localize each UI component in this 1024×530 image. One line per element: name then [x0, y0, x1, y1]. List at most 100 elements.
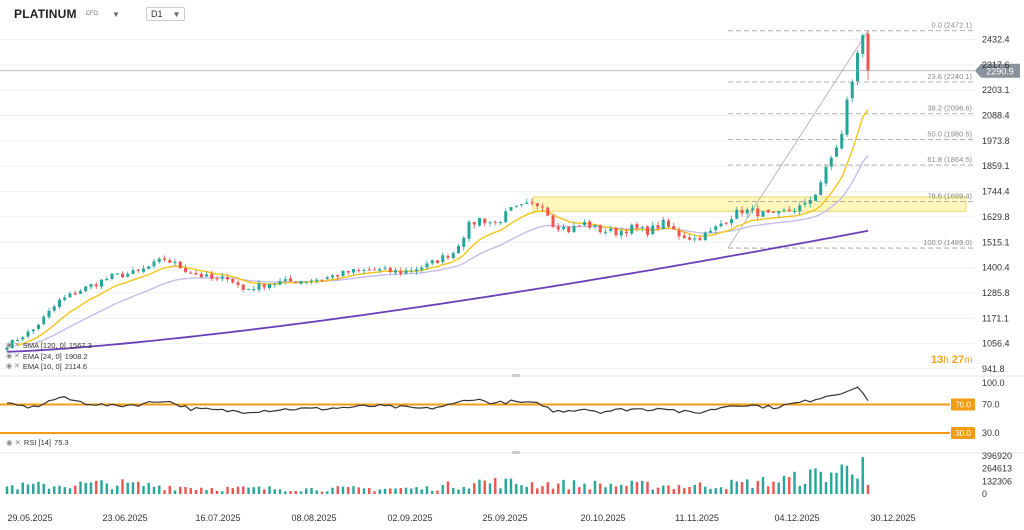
rsi-legend[interactable]: ◉ ✕ RSI [14] 75.3	[6, 438, 69, 447]
volume-bar	[425, 486, 429, 494]
y-tick-label: 1744.4	[982, 187, 1010, 197]
candle-body	[189, 272, 193, 274]
volume-bar	[630, 480, 633, 494]
candle-body	[625, 231, 628, 234]
candle-body	[850, 81, 854, 99]
candle-body	[320, 279, 324, 281]
candle-body	[446, 256, 450, 258]
x-tick-label: 02.09.2025	[387, 513, 432, 523]
candle-body	[16, 339, 19, 341]
volume-bar	[315, 490, 318, 494]
volume-bar	[310, 487, 313, 494]
volume-bar	[845, 465, 849, 494]
candle-body	[635, 223, 639, 228]
candle-body	[115, 273, 119, 275]
candle-body	[829, 157, 833, 167]
volume-bar	[299, 491, 303, 494]
candle-body	[488, 222, 492, 224]
candle-body	[856, 52, 859, 81]
volume-bar	[404, 487, 408, 494]
eye-icon[interactable]: ◉ ✕	[6, 342, 20, 349]
fib-trend-line	[727, 30, 869, 249]
eye-icon[interactable]: ◉ ✕	[6, 363, 20, 370]
candle-body	[399, 270, 403, 274]
volume-bar	[688, 486, 691, 494]
candle-body	[289, 278, 292, 282]
candle-body	[835, 147, 838, 157]
legend-ema10[interactable]: ◉ ✕ EMA [10, 0] 2114.6	[6, 362, 92, 373]
volume-bar	[326, 491, 329, 494]
candle-body	[26, 331, 30, 337]
candle-body	[42, 316, 46, 325]
current-price-label: 2290.9	[986, 66, 1014, 76]
candle-body	[546, 207, 550, 216]
candle-body	[436, 260, 439, 263]
candle-body	[777, 211, 781, 214]
candle-body	[556, 226, 560, 230]
candle-body	[583, 222, 586, 225]
candle-body	[672, 226, 676, 230]
volume-bar	[824, 482, 828, 494]
symbol-name[interactable]: PLATINUM	[14, 7, 77, 21]
x-tick-label: 04.12.2025	[774, 513, 819, 523]
candle-body	[79, 291, 82, 294]
legend-sma120[interactable]: ◉ ✕ SMA [120, 0] 1567.3	[6, 341, 92, 352]
legend-ema24[interactable]: ◉ ✕ EMA [24, 0] 1908.2	[6, 352, 92, 363]
candle-body	[5, 347, 9, 350]
y-tick-label: 1629.8	[982, 212, 1010, 222]
candle-body	[677, 230, 681, 237]
candle-body	[52, 306, 56, 311]
candle-body	[509, 207, 513, 211]
volume-bar	[436, 490, 439, 494]
rsi-level-tag	[951, 427, 975, 439]
volume-bar	[163, 490, 166, 494]
candle-body	[362, 269, 366, 271]
candle-body	[866, 33, 870, 71]
candle-body	[483, 218, 487, 224]
candle-body	[472, 222, 476, 225]
volume-bar	[352, 486, 355, 494]
volume-bar	[656, 487, 660, 494]
volume-bar	[200, 487, 203, 494]
volume-bar	[856, 478, 859, 494]
candle-body	[709, 230, 712, 233]
candle-body	[766, 209, 770, 213]
volume-bar	[278, 489, 282, 494]
timeframe-select[interactable]: D1 ▼	[145, 7, 186, 21]
chevron-down-icon[interactable]: ▼	[112, 9, 120, 19]
volume-bar	[840, 464, 843, 494]
candle-body	[861, 35, 865, 54]
eye-icon[interactable]: ◉ ✕	[6, 352, 20, 360]
volume-bar	[131, 482, 135, 494]
candle-body	[84, 286, 88, 292]
candle-body	[110, 273, 114, 279]
volume-bar	[772, 481, 775, 494]
volume-bar	[515, 483, 518, 494]
candle-body	[562, 227, 565, 230]
candle-body	[719, 223, 723, 227]
volume-bar	[830, 472, 833, 494]
candle-body	[388, 267, 392, 272]
volume-bar	[79, 481, 82, 494]
volume-bar	[389, 488, 392, 494]
volume-tick-label: 132306	[982, 476, 1012, 486]
candle-body	[682, 235, 686, 239]
volume-bar	[551, 488, 555, 494]
x-tick-label: 11.11.2025	[675, 513, 719, 523]
volume-bar	[604, 487, 607, 494]
volume-bar	[252, 487, 255, 494]
volume-bar	[189, 488, 192, 494]
volume-bar	[194, 489, 198, 494]
candle-body	[273, 283, 277, 285]
volume-bar	[84, 482, 87, 494]
candle-body	[21, 337, 25, 340]
volume-bar	[536, 488, 539, 494]
volume-bar	[767, 486, 770, 494]
eye-icon[interactable]: ◉ ✕	[6, 438, 21, 447]
volume-bar	[725, 489, 728, 494]
volume-bar	[26, 484, 30, 494]
volume-bar	[709, 488, 712, 494]
candle-body	[131, 270, 135, 275]
volume-bar	[614, 486, 618, 494]
